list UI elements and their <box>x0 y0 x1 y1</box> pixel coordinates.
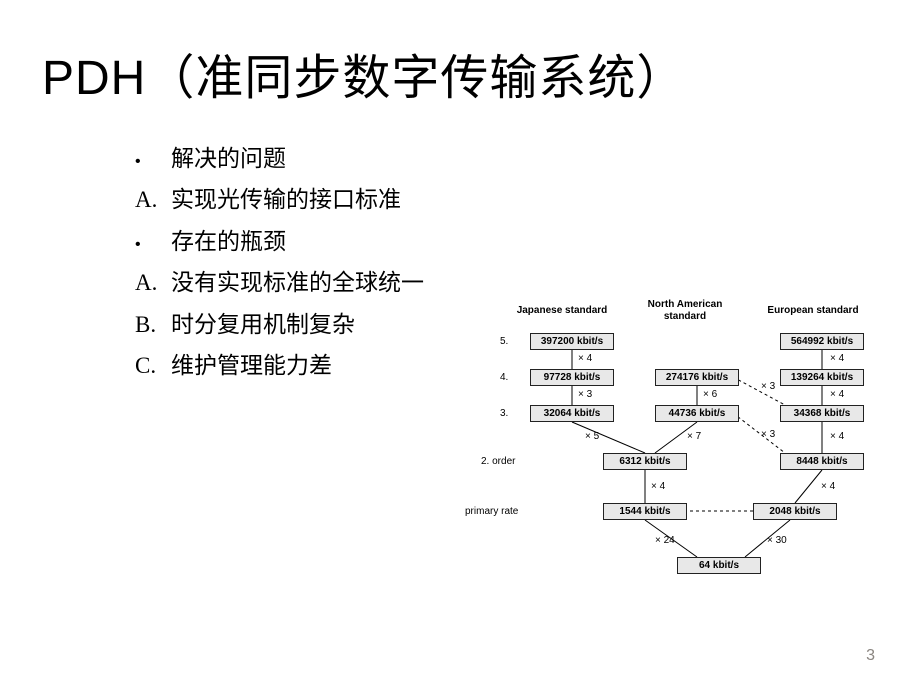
list-item: A.没有实现标准的全球统一 <box>135 262 424 303</box>
box-eu3: 34368 kbit/s <box>780 405 864 422</box>
box-jp4: 97728 kbit/s <box>530 369 614 386</box>
list-item: •解决的问题 <box>135 138 424 179</box>
mult-na32: × 7 <box>687 431 701 442</box>
mult-cross2: × 3 <box>761 429 775 440</box>
letter-marker: A. <box>135 262 171 303</box>
content-list: •解决的问题 A.实现光传输的接口标准 •存在的瓶颈 A.没有实现标准的全球统一… <box>135 138 424 386</box>
list-item: A.实现光传输的接口标准 <box>135 179 424 220</box>
box-base: 64 kbit/s <box>677 557 761 574</box>
mult-jp32: × 5 <box>585 431 599 442</box>
box-jp3: 32064 kbit/s <box>530 405 614 422</box>
letter-marker: A. <box>135 179 171 220</box>
letter-marker: B. <box>135 304 171 345</box>
mult-eu10: × 30 <box>767 535 787 546</box>
box-jp5: 397200 kbit/s <box>530 333 614 350</box>
list-text: 存在的瓶颈 <box>171 221 286 262</box>
list-item: C.维护管理能力差 <box>135 345 424 386</box>
box-eu2: 8448 kbit/s <box>780 453 864 470</box>
list-text: 维护管理能力差 <box>171 345 332 386</box>
list-item: •存在的瓶颈 <box>135 221 424 262</box>
box-na4: 274176 kbit/s <box>655 369 739 386</box>
letter-marker: C. <box>135 345 171 386</box>
list-text: 没有实现标准的全球统一 <box>171 262 424 303</box>
box-eu4: 139264 kbit/s <box>780 369 864 386</box>
bullet-marker: • <box>135 144 171 177</box>
mult-eu43: × 4 <box>830 389 844 400</box>
mult-na21: × 4 <box>651 481 665 492</box>
page-number: 3 <box>866 647 875 665</box>
box-na3: 44736 kbit/s <box>655 405 739 422</box>
box-eu5: 564992 kbit/s <box>780 333 864 350</box>
mult-jp54: × 4 <box>578 353 592 364</box>
mult-eu21: × 4 <box>821 481 835 492</box>
box-na1: 1544 kbit/s <box>603 503 687 520</box>
list-text: 解决的问题 <box>171 138 286 179</box>
mult-eu32: × 4 <box>830 431 844 442</box>
box-na2: 6312 kbit/s <box>603 453 687 470</box>
list-text: 时分复用机制复杂 <box>171 304 355 345</box>
bullet-marker: • <box>135 227 171 260</box>
pdh-hierarchy-diagram: Japanese standard North Americanstandard… <box>465 305 885 595</box>
mult-na43: × 6 <box>703 389 717 400</box>
list-item: B.时分复用机制复杂 <box>135 304 424 345</box>
mult-na10: × 24 <box>655 535 675 546</box>
mult-jp43: × 3 <box>578 389 592 400</box>
mult-cross1: × 3 <box>761 381 775 392</box>
list-text: 实现光传输的接口标准 <box>171 179 401 220</box>
box-eu1: 2048 kbit/s <box>753 503 837 520</box>
page-title: PDH（准同步数字传输系统） <box>42 38 685 108</box>
mult-eu54: × 4 <box>830 353 844 364</box>
